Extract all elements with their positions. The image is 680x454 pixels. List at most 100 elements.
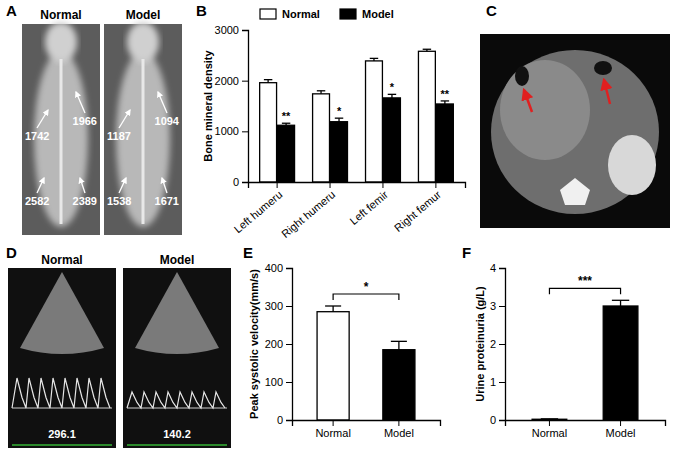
- panel-letter: D: [6, 244, 17, 261]
- error-bar: [612, 300, 629, 306]
- arrow: [162, 178, 167, 193]
- value-label: 1094: [155, 115, 180, 127]
- organ-shape: [500, 60, 590, 160]
- tick-mark: [499, 268, 505, 269]
- x-tick-label: Right humeru: [279, 188, 337, 240]
- tick-mark: [499, 420, 505, 421]
- bar: [366, 61, 383, 182]
- x-tick: Model: [384, 420, 414, 439]
- y-axis: 0 1 2 3 4: [490, 262, 506, 426]
- tick-mark: [499, 344, 505, 345]
- y-tick: 3000: [215, 24, 248, 36]
- error-cap: [441, 100, 449, 101]
- error-cap: [317, 90, 325, 91]
- tick-mark: [286, 420, 292, 421]
- image-label: Model: [160, 253, 195, 267]
- doppler-wave: [127, 392, 225, 408]
- x-tick-label: Left humeru: [232, 188, 285, 235]
- value-label: 2582: [25, 195, 49, 207]
- error-bar: [441, 101, 449, 104]
- arrow: [80, 178, 85, 193]
- arrow: [524, 90, 532, 112]
- y-tick: 2: [490, 338, 505, 350]
- figure: ANormal1742196625822389Model118710941538…: [0, 0, 680, 454]
- error-bar: [317, 91, 325, 94]
- significance-label: *: [390, 81, 395, 93]
- x-tick-label: Normal: [532, 427, 567, 439]
- tick-mark: [499, 306, 505, 307]
- image-background: [480, 34, 670, 228]
- tick-mark: [620, 420, 621, 426]
- y-tick-label: 3000: [215, 24, 239, 36]
- y-tick: 3: [490, 300, 505, 312]
- y-axis: 0100020003000: [215, 24, 249, 188]
- value-label: 1966: [73, 115, 97, 127]
- ultrasound-image: [8, 268, 116, 448]
- error-cap: [264, 79, 272, 80]
- x-tick: Normal: [315, 420, 350, 439]
- y-tick: 400: [265, 262, 292, 274]
- tick-mark: [286, 344, 292, 345]
- image-background: [8, 268, 116, 448]
- y-tick-label: 200: [265, 338, 283, 350]
- x-axis: Normal Model: [506, 420, 666, 439]
- y-tick-label: 2000: [215, 75, 239, 87]
- y-tick: 300: [265, 300, 292, 312]
- error-bar: [335, 118, 343, 122]
- y-tick-label: 3: [490, 300, 496, 312]
- bar: [418, 51, 435, 182]
- bar: [383, 350, 415, 420]
- spine: [142, 59, 145, 224]
- arrow: [158, 92, 167, 113]
- significance-bracket: [549, 288, 620, 294]
- arrow: [604, 80, 610, 104]
- legend-item: Normal: [260, 8, 320, 20]
- y-tick-label: 2: [490, 338, 496, 350]
- y-tick-label: 1000: [215, 125, 239, 137]
- y-tick-label: 4: [490, 262, 496, 274]
- scan-sector: [135, 272, 219, 354]
- tick-mark: [242, 182, 248, 183]
- tick-mark: [242, 131, 248, 132]
- tick-mark: [382, 182, 383, 188]
- y-axis-line: [242, 31, 249, 183]
- y-tick-label: 300: [265, 300, 283, 312]
- image-label: Normal: [41, 253, 82, 267]
- x-tick-label: Model: [606, 427, 636, 439]
- tick-mark: [499, 382, 505, 383]
- y-axis-line: [499, 269, 506, 421]
- significance-bracket: [333, 294, 399, 300]
- y-tick: 1: [490, 376, 505, 388]
- significance-label: **: [282, 110, 291, 122]
- error-bar: [388, 94, 396, 98]
- error-bar: [423, 49, 431, 51]
- x-tick: Right femur: [392, 182, 444, 234]
- head-shape: [45, 22, 77, 62]
- ultrasound-image: [123, 268, 231, 448]
- xray-image: [104, 22, 182, 235]
- plot-marks: [317, 306, 415, 420]
- y-axis: 0100200300400: [265, 262, 293, 426]
- y-axis-line: [286, 269, 293, 421]
- x-axis-line: [249, 183, 466, 189]
- value-label: 1538: [107, 195, 131, 207]
- panel-letter: B: [196, 2, 207, 19]
- error-bar: [541, 418, 558, 419]
- error-bar: [391, 341, 407, 349]
- x-tick: Normal: [532, 420, 567, 439]
- legend-swatch: [340, 9, 356, 19]
- image-background: [123, 268, 231, 448]
- head-shape: [127, 22, 159, 62]
- doppler-wave: [12, 378, 110, 408]
- x-axis: Left humeruRight humeruLeft femirRight f…: [232, 182, 466, 240]
- value-label: 140.2: [163, 428, 191, 440]
- panel-letter: C: [486, 2, 497, 19]
- y-tick-label: 0: [490, 414, 496, 426]
- tick-mark: [435, 182, 436, 188]
- error-cap: [325, 305, 341, 306]
- significance-label: ***: [578, 274, 592, 288]
- x-tick: Right humeru: [279, 182, 337, 240]
- y-axis-title: Urine proteinuria (g/L): [474, 286, 486, 402]
- tick-mark: [398, 420, 399, 426]
- x-tick: Model: [606, 420, 636, 439]
